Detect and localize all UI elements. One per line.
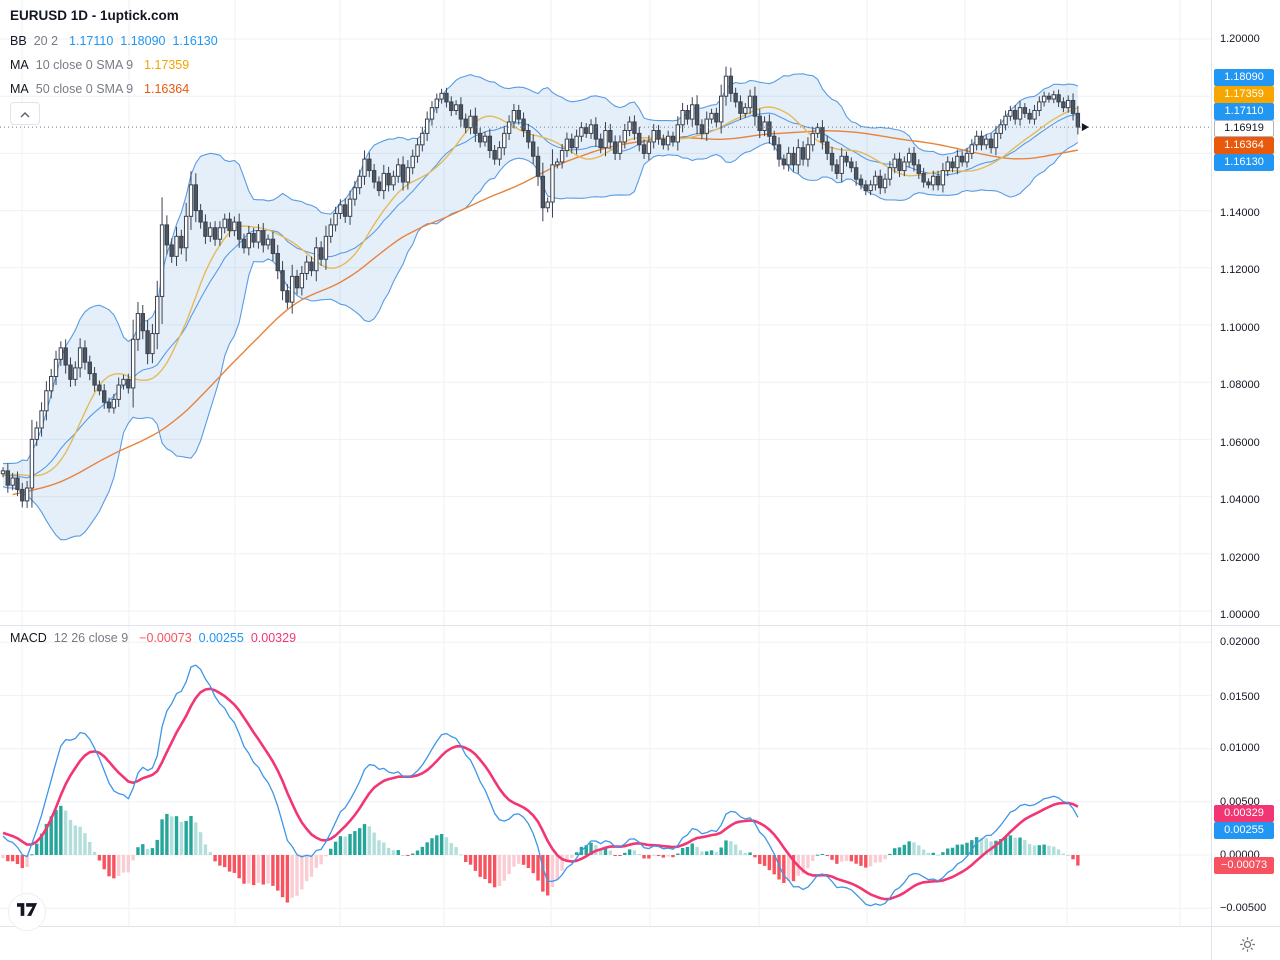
- ma50-value: 1.16364: [144, 82, 190, 96]
- price-label: 1.16919: [1214, 120, 1274, 137]
- price-label: 1.18090: [1214, 69, 1274, 86]
- ma50-params: 50 close 0 SMA 9: [35, 82, 134, 96]
- axis-tick: −0.00500: [1220, 902, 1267, 914]
- chevron-up-icon: [20, 105, 30, 123]
- price-axis[interactable]: 1.20000 1.14000 1.12000 1.10000 1.08000 1.060…: [1212, 0, 1280, 926]
- tradingview-logo[interactable]: [8, 893, 46, 931]
- indicator-legend-ma50[interactable]: MA 50 close 0 SMA 9 1.16364: [10, 82, 189, 96]
- axis-tick: 1.06000: [1220, 437, 1260, 449]
- axis-tick: 0.01500: [1220, 691, 1260, 703]
- axis-tick: 1.14000: [1220, 207, 1260, 219]
- ma10-params: 10 close 0 SMA 9: [35, 58, 134, 72]
- ma50-name: MA: [10, 82, 29, 96]
- axis-tick: 0.02000: [1220, 636, 1260, 648]
- macd-pane[interactable]: [1, 664, 1080, 907]
- tradingview-logo-icon: [16, 903, 38, 921]
- time-axis[interactable]: MarAprMayJunJulAugSepOctNovDec2026Feb: [0, 927, 1211, 960]
- price-label: 0.00255: [1214, 822, 1274, 839]
- price-label: 0.00329: [1214, 805, 1274, 822]
- bb-upper-value: 1.18090: [120, 34, 166, 48]
- indicator-legend-ma10[interactable]: MA 10 close 0 SMA 9 1.17359: [10, 58, 189, 72]
- bb-basis-value: 1.17110: [69, 34, 114, 48]
- page-title: EURUSD 1D - 1uptick.com: [10, 8, 179, 23]
- macd-histogram-value: −0.00073: [139, 631, 192, 645]
- axis-tick: 1.08000: [1220, 379, 1260, 391]
- indicator-legend-bb[interactable]: BB 20 2 1.17110 1.18090 1.16130: [10, 34, 218, 48]
- time-axis-border: [0, 926, 1280, 927]
- price-axis-border: [1211, 0, 1212, 960]
- price-pane[interactable]: [0, 66, 1211, 541]
- axis-tick: 1.04000: [1220, 494, 1260, 506]
- price-label: 1.16130: [1214, 154, 1274, 171]
- indicator-legend-macd[interactable]: MACD 12 26 close 9 −0.00073 0.00255 0.00…: [10, 631, 296, 645]
- pane-divider[interactable]: [0, 625, 1280, 626]
- axis-tick: 0.01000: [1220, 742, 1260, 754]
- axis-tick: 1.02000: [1220, 552, 1260, 564]
- bb-lower-value: 1.16130: [172, 34, 218, 48]
- gridlines: [0, 0, 1211, 926]
- ma10-value: 1.17359: [144, 58, 190, 72]
- price-label: 1.17110: [1214, 103, 1274, 120]
- collapse-indicators-button[interactable]: [10, 102, 40, 125]
- axis-tick: 1.20000: [1220, 33, 1260, 45]
- price-label: 1.16364: [1214, 137, 1274, 154]
- axis-tick: 1.12000: [1220, 264, 1260, 276]
- price-label: −0.00073: [1214, 857, 1274, 874]
- bb-name: BB: [10, 34, 27, 48]
- price-label: 1.17359: [1214, 86, 1274, 103]
- macd-params: 12 26 close 9: [53, 631, 129, 645]
- axis-tick: 1.10000: [1220, 322, 1260, 334]
- macd-signal-value: 0.00329: [250, 631, 297, 645]
- symbol-title[interactable]: EURUSD 1D - 1uptick.com: [10, 8, 179, 23]
- axis-tick: 1.00000: [1220, 609, 1260, 621]
- ma10-name: MA: [10, 58, 29, 72]
- bb-params: 20 2: [33, 34, 59, 48]
- macd-name: MACD: [10, 631, 47, 645]
- settings-gear-icon[interactable]: [1239, 936, 1256, 953]
- macd-line-value: 0.00255: [198, 631, 244, 645]
